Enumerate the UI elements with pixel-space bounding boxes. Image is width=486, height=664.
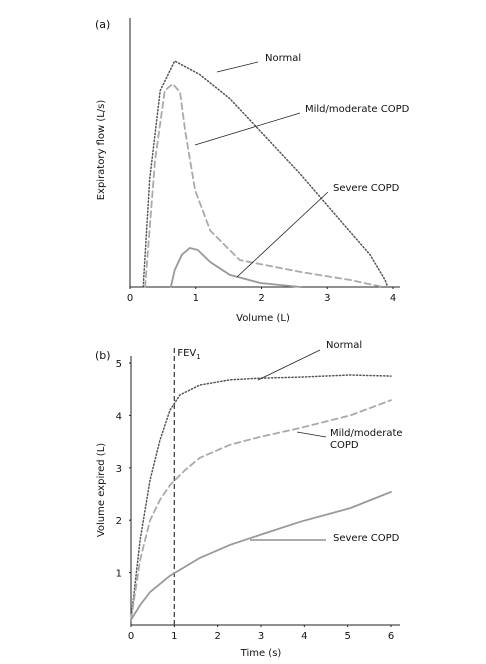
series-line xyxy=(142,59,389,288)
x-tick-label: 1 xyxy=(193,293,199,304)
y-axis-label: Expiratory flow (L/s) xyxy=(96,100,107,201)
x-tick-label: 5 xyxy=(344,631,350,642)
fev1-label: FEV1 xyxy=(177,348,200,361)
y-axis-label: Volume expired (L) xyxy=(96,443,107,537)
series-annotation: Severe COPD xyxy=(333,533,400,544)
panel-label: (b) xyxy=(95,349,111,362)
annotation-box: Severe COPD xyxy=(333,183,400,194)
x-tick-label: 4 xyxy=(390,293,396,304)
series-annotation: Normal xyxy=(326,340,363,351)
y-tick-label: 5 xyxy=(116,359,122,370)
y-tick-label: 1 xyxy=(116,569,122,580)
y-tick-label: 4 xyxy=(116,411,122,422)
annotation-leader xyxy=(236,191,329,278)
x-axis-label: Volume (L) xyxy=(236,313,290,324)
fev1-subscript: 1 xyxy=(196,353,200,361)
y-tick-label: 2 xyxy=(116,516,122,527)
annotation-leader xyxy=(216,61,259,73)
panel-label: (a) xyxy=(95,18,110,31)
x-axis-label: Time (s) xyxy=(240,648,282,659)
x-tick-label: 0 xyxy=(127,293,133,304)
annotation-box: Normal xyxy=(265,53,302,64)
annotation-box: Normal xyxy=(326,340,363,351)
annotation-leader xyxy=(194,112,301,146)
x-tick-label: 6 xyxy=(388,631,394,642)
annotation-leader xyxy=(296,431,327,438)
annotation-box: Mild/moderate COPD xyxy=(330,428,403,451)
y-tick-label: 3 xyxy=(116,464,122,475)
series-line xyxy=(130,491,392,621)
fev1-text: FEV xyxy=(177,348,196,359)
x-tick-label: 4 xyxy=(301,631,307,642)
annotation-box: Mild/moderate COPD xyxy=(305,104,410,115)
x-tick-label: 3 xyxy=(324,293,330,304)
series-annotation: Severe COPD xyxy=(333,183,400,194)
x-tick-label: 3 xyxy=(258,631,264,642)
series-line xyxy=(130,399,392,621)
x-tick-label: 2 xyxy=(258,293,264,304)
series-line xyxy=(130,374,392,621)
series-annotation: Mild/moderate COPD xyxy=(305,104,410,115)
x-tick-label: 1 xyxy=(171,631,177,642)
annotation-leader xyxy=(257,349,321,381)
series-annotation: Normal xyxy=(265,53,302,64)
x-tick-label: 2 xyxy=(214,631,220,642)
series-line xyxy=(169,247,302,288)
series-annotation: Mild/moderate COPD xyxy=(330,428,403,451)
series-line xyxy=(144,82,384,288)
x-tick-label: 0 xyxy=(128,631,134,642)
annotation-box: Severe COPD xyxy=(333,533,400,544)
